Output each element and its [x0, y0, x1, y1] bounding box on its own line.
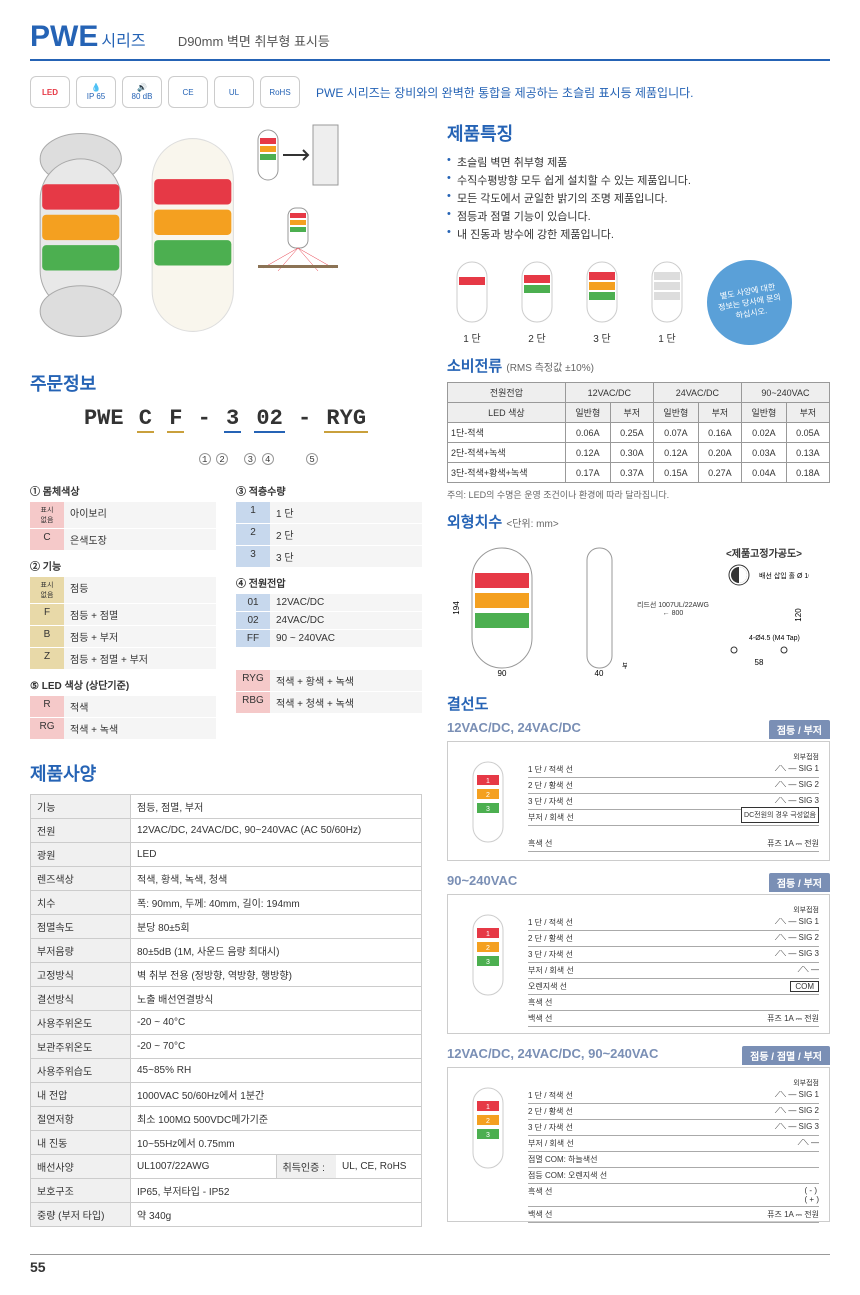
svg-text:90: 90	[498, 669, 507, 678]
power-title: 소비전류 (RMS 측정값 ±10%)	[447, 355, 830, 376]
wiring-d1-title: 12VAC/DC, 24VAC/DC 점등 / 부저	[447, 720, 830, 739]
power-note: 주의: LED의 수명은 운영 조건이나 환경에 따라 달라집니다.	[447, 488, 830, 501]
ip-badge: 💧IP 65	[76, 76, 116, 108]
wiring-diagram-3: 123 외부접점 1 단 / 적색 선⟋⟍ — SIG 1 2 단 / 황색 선…	[447, 1067, 830, 1222]
product-desc: D90mm 벽면 취부형 표시등	[178, 34, 330, 49]
wiring-title: 결선도	[447, 693, 830, 714]
tower-light-chrome	[30, 120, 132, 350]
led-badge: LED	[30, 76, 70, 108]
dims-title: 외형치수 <단위: mm>	[447, 511, 830, 532]
db-badge: 🔊80 dB	[122, 76, 162, 108]
features-title: 제품특징	[447, 120, 830, 146]
page-number: 55	[30, 1254, 830, 1275]
beam-diagram	[253, 203, 343, 273]
dimension-diagram: 90 194 40 부저 홀 리드선 1007UL/22AWG ← 800 <제…	[447, 538, 830, 678]
svg-text:1: 1	[486, 1104, 490, 1111]
info-callout: 별도 사양에 대한 정보는 당사에 문의하십시오.	[700, 253, 798, 351]
svg-text:1: 1	[486, 931, 490, 938]
svg-text:2: 2	[486, 1118, 490, 1125]
feature-list: 초슬림 벽면 취부형 제품수직수평방향 모두 쉽게 설치할 수 있는 제품입니다…	[447, 154, 830, 242]
wiring-d3-title: 12VAC/DC, 24VAC/DC, 90~240VAC 점등 / 점멸 / …	[447, 1046, 830, 1065]
svg-text:2: 2	[486, 945, 490, 952]
svg-text:120: 120	[794, 607, 803, 621]
code-legend: ① 몸체색상 표시 없음아이보리C은색도장 ② 기능 표시 없음점등F점등 + …	[30, 475, 422, 740]
series-label: 시리즈	[101, 33, 145, 50]
svg-text:3: 3	[486, 959, 490, 966]
svg-text:2: 2	[486, 792, 490, 799]
product-images	[30, 120, 422, 350]
cert-badges: LED 💧IP 65 🔊80 dB CE UL RoHS PWE 시리즈는 장비…	[30, 76, 830, 108]
wiring-diagram-1: 123 외부접점 1 단 / 적색 선⟋⟍ — SIG 1 2 단 / 황색 선…	[447, 741, 830, 861]
svg-text:58: 58	[755, 658, 764, 667]
svg-text:1: 1	[486, 778, 490, 785]
power-table: 전원전압12VAC/DC24VAC/DC90~240VAC LED 색상일반형부…	[447, 382, 830, 483]
svg-text:194: 194	[452, 601, 461, 615]
tower-light-ivory	[142, 120, 244, 350]
svg-text:배선 삽입 홀 Ø 10: 배선 삽입 홀 Ø 10	[759, 571, 809, 580]
spec-table: 기능점등, 점멸, 부저전원12VAC/DC, 24VAC/DC, 90~240…	[30, 794, 422, 1227]
ce-badge: CE	[168, 76, 208, 108]
page-header: PWE 시리즈 D90mm 벽면 취부형 표시등	[30, 20, 830, 61]
svg-text:4-Ø4.5 (M4 Tap): 4-Ø4.5 (M4 Tap)	[749, 635, 800, 642]
rohs-badge: RoHS	[260, 76, 300, 108]
tier-icons: 1 단 2 단 3 단 1 단 별도 사양에 대한 정보는 당사에 문의하십시오…	[447, 257, 830, 345]
order-code: PWE C F - 3 02 - RYG 1 2 3 4 5	[30, 406, 422, 465]
order-info-title: 주문정보	[30, 370, 422, 396]
spec-title: 제품사양	[30, 760, 422, 786]
product-title: PWE	[30, 20, 98, 54]
svg-text:40: 40	[595, 669, 604, 678]
ul-badge: UL	[214, 76, 254, 108]
mount-arrow-diagram	[253, 120, 343, 190]
svg-text:3: 3	[486, 806, 490, 813]
wiring-diagram-2: 123 외부접점 1 단 / 적색 선⟋⟍ — SIG 1 2 단 / 황색 선…	[447, 894, 830, 1034]
intro-text: PWE 시리즈는 장비와의 완벽한 통합을 제공하는 초슬림 표시등 제품입니다…	[316, 84, 830, 101]
svg-text:3: 3	[486, 1132, 490, 1139]
wiring-d2-title: 90~240VAC 점등 / 부저	[447, 873, 830, 892]
svg-text:부저 홀: 부저 홀	[622, 661, 627, 670]
